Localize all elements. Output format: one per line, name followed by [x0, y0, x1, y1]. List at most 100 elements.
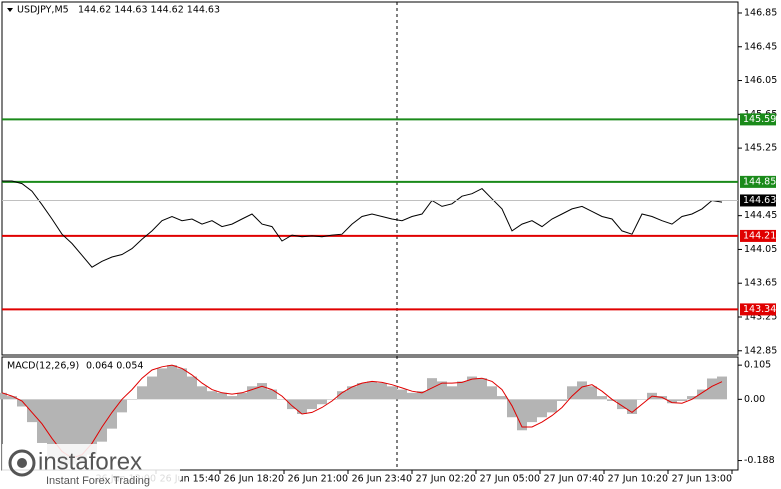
macd-bar — [127, 399, 137, 400]
watermark-bg — [2, 444, 180, 488]
macd-bar — [197, 386, 207, 400]
macd-bar — [47, 399, 57, 458]
x-tick-label: 26 Jun 18:20 — [224, 474, 284, 485]
macd-bar — [297, 399, 307, 414]
y-tick-label: 142.85 — [744, 345, 777, 356]
y-tick-label: 0.00 — [744, 394, 765, 405]
level-tag — [740, 303, 776, 316]
macd-bar — [57, 399, 67, 468]
macd-bar — [37, 399, 47, 443]
macd-bar — [427, 378, 437, 400]
macd-bar — [87, 399, 97, 455]
y-tick-label: 146.45 — [744, 41, 777, 52]
macd-bar — [497, 396, 507, 400]
macd-bar — [187, 376, 197, 400]
macd-bar — [267, 389, 277, 400]
macd-bar — [357, 383, 367, 400]
macd-bar — [227, 396, 237, 400]
macd-bar — [377, 383, 387, 400]
x-tick-label: 27 Jun 07:40 — [544, 474, 604, 485]
macd-bar — [277, 399, 287, 400]
macd-bar — [537, 399, 547, 418]
macd-bar — [7, 396, 17, 400]
macd-bar — [137, 386, 147, 400]
macd-bar — [157, 368, 167, 400]
macd-bar — [97, 399, 107, 442]
macd-bar — [307, 399, 317, 410]
plot-layer: 146.85146.45146.05145.65145.25144.45144.… — [0, 7, 777, 485]
x-tick-label: 26 Jun 23:40 — [352, 474, 412, 485]
x-tick-label: 26 Jun 15:40 — [160, 474, 220, 485]
price-frame — [1, 1, 739, 356]
macd-bar — [27, 399, 37, 423]
macd-bar — [247, 386, 257, 400]
x-tick-label: 27 Jun 10:20 — [608, 474, 668, 485]
macd-bar — [627, 399, 637, 414]
macd-bar — [397, 389, 407, 400]
price-line — [2, 180, 723, 268]
y-tick-label: 0.105 — [744, 360, 771, 371]
macd-bar — [257, 383, 267, 400]
macd-bar — [507, 399, 517, 418]
menu-arrow — [7, 8, 13, 12]
watermark-logo — [8, 449, 36, 477]
level-label: 143.34 — [743, 304, 776, 315]
level-label: 145.59 — [743, 114, 776, 125]
level-tag — [740, 175, 776, 188]
macd-bar — [467, 376, 477, 400]
macd-bar — [287, 399, 297, 410]
macd-bar — [347, 386, 357, 400]
y-tick-label: 143.65 — [744, 278, 777, 289]
macd-bar — [407, 392, 417, 400]
level-tag — [740, 113, 776, 126]
y-tick-label: 146.05 — [744, 75, 777, 86]
macd-title: MACD(12,26,9) — [7, 361, 79, 372]
symbol: USDJPY,M5 — [17, 5, 69, 16]
last-price-label: 144.63 — [743, 195, 776, 206]
macd-bar — [317, 399, 327, 405]
macd-bar — [167, 365, 177, 400]
x-tick-label: 27 Jun 05:00 — [480, 474, 540, 485]
macd-values: 0.064 0.054 — [86, 361, 143, 372]
watermark-tagline: Instant Forex Trading — [46, 475, 150, 487]
macd-bar — [17, 399, 27, 407]
macd-bar — [437, 381, 447, 400]
y-tick-label: 143.25 — [744, 311, 777, 322]
macd-bar — [597, 396, 607, 400]
macd-bar — [237, 392, 247, 400]
macd-bar — [327, 399, 337, 400]
macd-bar — [387, 386, 397, 400]
y-tick-label: -0.188 — [744, 455, 775, 466]
signal-line — [1, 364, 723, 459]
y-tick-label: 146.85 — [744, 7, 777, 18]
macd-bar — [67, 399, 77, 465]
level-tag — [740, 229, 776, 242]
macd-bar — [477, 378, 487, 400]
macd-bar — [337, 391, 347, 400]
macd-bar — [217, 392, 227, 400]
macd-bar — [707, 378, 717, 400]
macd-bar — [607, 399, 617, 401]
level-label: 144.21 — [743, 230, 776, 241]
macd-bar — [697, 389, 707, 400]
macd-bar — [527, 399, 537, 423]
macd-bar — [637, 399, 647, 400]
macd-bar — [147, 376, 157, 400]
macd-bar — [177, 368, 187, 400]
macd-bar — [457, 381, 467, 400]
macd-bar — [667, 399, 677, 404]
macd-bar — [687, 396, 697, 400]
macd-bar — [587, 386, 597, 400]
macd-bar — [417, 391, 427, 400]
macd-bar — [107, 399, 117, 429]
ohlc: 144.62 144.63 144.62 144.63 — [78, 5, 220, 16]
watermark-logo-dot — [17, 458, 27, 468]
x-tick-label: 27 Jun 13:00 — [672, 474, 732, 485]
macd-bar — [577, 381, 587, 400]
y-tick-label: 144.45 — [744, 210, 777, 221]
macd-bar — [0, 392, 7, 400]
macd-bar — [717, 376, 727, 400]
macd-bar — [517, 399, 527, 431]
